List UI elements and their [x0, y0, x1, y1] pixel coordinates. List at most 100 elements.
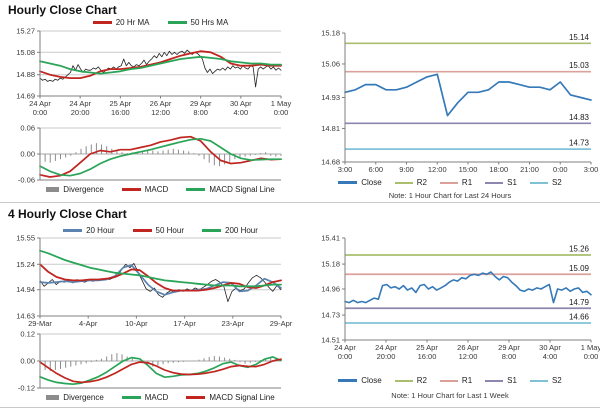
- svg-text:24 Apr: 24 Apr: [69, 99, 91, 108]
- svg-text:25 Apr: 25 Apr: [416, 343, 438, 352]
- svg-text:14.63: 14.63: [16, 312, 35, 321]
- svg-text:14.66: 14.66: [569, 313, 590, 322]
- svg-text:14.93: 14.93: [321, 93, 340, 102]
- svg-text:-0.12: -0.12: [18, 384, 35, 393]
- legend-item: MACD: [121, 185, 168, 194]
- legend-swatch-icon: [92, 21, 112, 24]
- legend-swatch-icon: [121, 396, 141, 399]
- svg-text:4:00: 4:00: [543, 352, 558, 361]
- legend-item: S2: [529, 178, 562, 187]
- legend-label: 50 Hrs MA: [190, 18, 229, 27]
- svg-text:15.27: 15.27: [16, 27, 35, 36]
- legend-item: 50 Hrs MA: [167, 18, 229, 27]
- legend-swatch-icon: [46, 187, 60, 192]
- row-separator: [0, 202, 600, 203]
- svg-text:16:00: 16:00: [111, 108, 130, 117]
- legend-swatch-icon: [121, 188, 141, 191]
- svg-text:14.73: 14.73: [569, 139, 590, 148]
- four-hourly-sr-legend: Close R2 R1 S1 S2: [310, 376, 590, 385]
- legend-item: R1: [439, 178, 473, 187]
- svg-text:9:00: 9:00: [399, 165, 414, 174]
- legend-label: S2: [551, 178, 562, 187]
- legend-item: S1: [485, 178, 517, 187]
- svg-text:15.09: 15.09: [569, 264, 590, 273]
- legend-label: R2: [416, 376, 427, 385]
- svg-text:4:00: 4:00: [234, 108, 249, 117]
- svg-text:14.68: 14.68: [321, 158, 340, 167]
- legend-swatch-icon: [186, 396, 206, 399]
- svg-text:17-Apr: 17-Apr: [173, 319, 196, 328]
- svg-text:20:00: 20:00: [377, 352, 396, 361]
- legend-label: 50 Hour: [155, 226, 184, 235]
- legend-item: MACD Signal Line: [186, 185, 275, 194]
- legend-swatch-icon: [63, 229, 83, 232]
- legend-label: MACD Signal Line: [209, 185, 275, 194]
- svg-text:3:00: 3:00: [584, 165, 599, 174]
- legend-label: R1: [461, 178, 473, 187]
- svg-text:0:00: 0:00: [274, 108, 289, 117]
- svg-text:14.81: 14.81: [321, 124, 340, 133]
- svg-text:29 Apr: 29 Apr: [498, 343, 520, 352]
- svg-text:0.06: 0.06: [20, 124, 35, 133]
- four-hourly-price-legend: 20 Hour 50 Hour 200 Hour: [40, 226, 281, 235]
- legend-label: Divergence: [63, 185, 104, 194]
- four-hourly-macd-chart: 0.12 0.00 -0.12: [18, 330, 282, 393]
- legend-item: R1: [439, 376, 472, 385]
- svg-text:12:00: 12:00: [428, 165, 447, 174]
- svg-text:8:00: 8:00: [502, 352, 517, 361]
- svg-text:24 Apr: 24 Apr: [29, 99, 51, 108]
- legend-swatch-icon: [46, 395, 60, 400]
- legend-label: MACD: [144, 393, 169, 402]
- hourly-macd-chart: 0.06 0.00 -0.06: [18, 124, 282, 185]
- legend-label: 20 Hr MA: [115, 18, 150, 27]
- svg-text:29-Mar: 29-Mar: [28, 319, 52, 328]
- svg-text:14.79: 14.79: [569, 298, 590, 307]
- svg-text:14.96: 14.96: [321, 285, 340, 294]
- legend-item: R2: [394, 178, 427, 187]
- svg-text:6:00: 6:00: [368, 165, 383, 174]
- svg-text:0:00: 0:00: [338, 352, 353, 361]
- svg-text:25 Apr: 25 Apr: [109, 99, 131, 108]
- legend-swatch-icon: [338, 379, 358, 382]
- legend-swatch-icon: [529, 181, 548, 184]
- four-hourly-sr-note: Note: 1 Hour Chart for Last 1 Week: [391, 391, 509, 400]
- four-hourly-sr-chart: 15.26 15.09 14.79 14.66 15.41 15.18 14.96 14.73…: [321, 234, 600, 362]
- legend-item: Divergence: [46, 185, 104, 194]
- svg-text:29 Apr: 29 Apr: [190, 99, 212, 108]
- svg-text:0:00: 0:00: [553, 165, 568, 174]
- legend-label: S1: [507, 178, 517, 187]
- svg-text:0:00: 0:00: [33, 108, 48, 117]
- svg-text:14.94: 14.94: [16, 285, 35, 294]
- svg-text:0.12: 0.12: [20, 330, 35, 339]
- svg-text:4-Apr: 4-Apr: [79, 319, 98, 328]
- svg-text:15:00: 15:00: [459, 165, 478, 174]
- legend-swatch-icon: [167, 21, 187, 24]
- hourly-sr-note: Note: 1 Hour Chart for Last 24 Hours: [388, 191, 512, 200]
- svg-text:30 Apr: 30 Apr: [230, 99, 252, 108]
- legend-item: Close: [338, 376, 382, 385]
- legend-swatch-icon: [186, 188, 206, 191]
- svg-text:8:00: 8:00: [193, 108, 208, 117]
- svg-text:26 Apr: 26 Apr: [150, 99, 172, 108]
- legend-label: MACD Signal Line: [209, 393, 275, 402]
- svg-text:15.03: 15.03: [569, 61, 590, 70]
- legend-item: Divergence: [46, 393, 104, 402]
- legend-swatch-icon: [394, 379, 413, 382]
- four-hourly-chart-title: 4 Hourly Close Chart: [8, 207, 127, 221]
- svg-text:15.14: 15.14: [569, 33, 590, 42]
- svg-text:23-Apr: 23-Apr: [222, 319, 245, 328]
- legend-item: 50 Hour: [132, 226, 184, 235]
- svg-text:-0.06: -0.06: [18, 176, 35, 185]
- svg-text:24 Apr: 24 Apr: [334, 343, 356, 352]
- svg-text:1 May: 1 May: [271, 99, 292, 108]
- svg-text:14.88: 14.88: [16, 70, 35, 79]
- legend-swatch-icon: [338, 181, 358, 184]
- svg-text:14.69: 14.69: [16, 92, 35, 101]
- legend-label: 20 Hour: [86, 226, 115, 235]
- svg-text:15.55: 15.55: [16, 234, 35, 243]
- svg-text:14.73: 14.73: [321, 311, 340, 320]
- four-hourly-macd-legend: Divergence MACD MACD Signal Line: [40, 393, 281, 402]
- svg-text:15.08: 15.08: [16, 48, 35, 57]
